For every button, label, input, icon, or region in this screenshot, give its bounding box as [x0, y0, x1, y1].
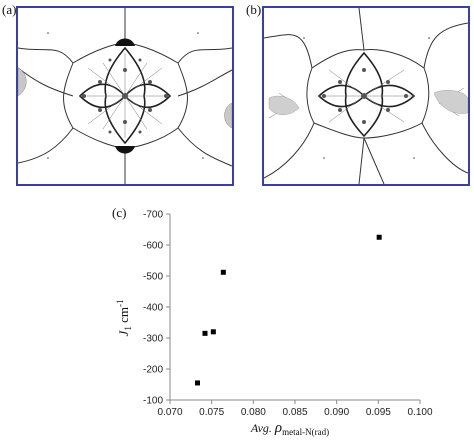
- data-point: [376, 234, 382, 240]
- scatter-chart: (c) J1 cm-1 0.070 0.075 0.080 0.085 0.090 0.0…: [112, 205, 433, 437]
- y-tick-label: -300: [143, 334, 163, 345]
- y-axis-title: J1 cm-1: [115, 300, 133, 337]
- x-tick-label: 0.080: [241, 407, 266, 418]
- x-tick-label: 0.070: [157, 407, 182, 418]
- chart-ticks: 0.070 0.075 0.080 0.085 0.090 0.095 0.100 -100 -…: [143, 210, 433, 419]
- data-point: [202, 330, 208, 336]
- x-axis-title-sub: metal-N(rad): [282, 427, 329, 437]
- panel-label-a: (a): [2, 2, 17, 17]
- x-tick-label: 0.090: [324, 407, 349, 418]
- y-axis-title-rest: cm: [116, 307, 131, 326]
- data-point: [220, 269, 226, 275]
- y-tick-label: -400: [143, 303, 163, 314]
- density-map-b: [262, 6, 470, 186]
- panel-label-c: (c): [112, 205, 126, 220]
- x-axis-title-prefix: Avg.: [250, 421, 275, 435]
- x-tick-label: 0.100: [407, 407, 432, 418]
- x-axis-title-rho: ρ: [274, 420, 282, 436]
- y-axis-title-sub: 1: [123, 326, 133, 331]
- density-map-b-drawing: [264, 8, 468, 184]
- x-tick-label: 0.095: [366, 407, 391, 418]
- y-tick-label: -200: [143, 365, 163, 376]
- y-tick-label: -700: [143, 210, 163, 221]
- density-map-a: [16, 6, 234, 186]
- density-map-a-drawing: [18, 8, 232, 184]
- chart-axes: [169, 214, 420, 401]
- data-point: [195, 380, 200, 386]
- y-axis-title-main: J: [116, 329, 131, 336]
- panel-label-b: (b): [246, 2, 262, 17]
- data-point: [210, 329, 216, 335]
- y-tick-label: -500: [143, 272, 163, 283]
- y-tick-label: -600: [143, 241, 163, 252]
- x-tick-label: 0.075: [199, 407, 224, 418]
- y-tick-label: -100: [143, 396, 163, 407]
- x-axis-title: Avg. ρmetal-N(rad): [250, 420, 329, 437]
- chart-points: [195, 234, 382, 386]
- svg-text:J1 cm-1: J1 cm-1: [115, 300, 133, 337]
- x-tick-label: 0.085: [282, 407, 307, 418]
- y-axis-title-sup: -1: [115, 300, 125, 308]
